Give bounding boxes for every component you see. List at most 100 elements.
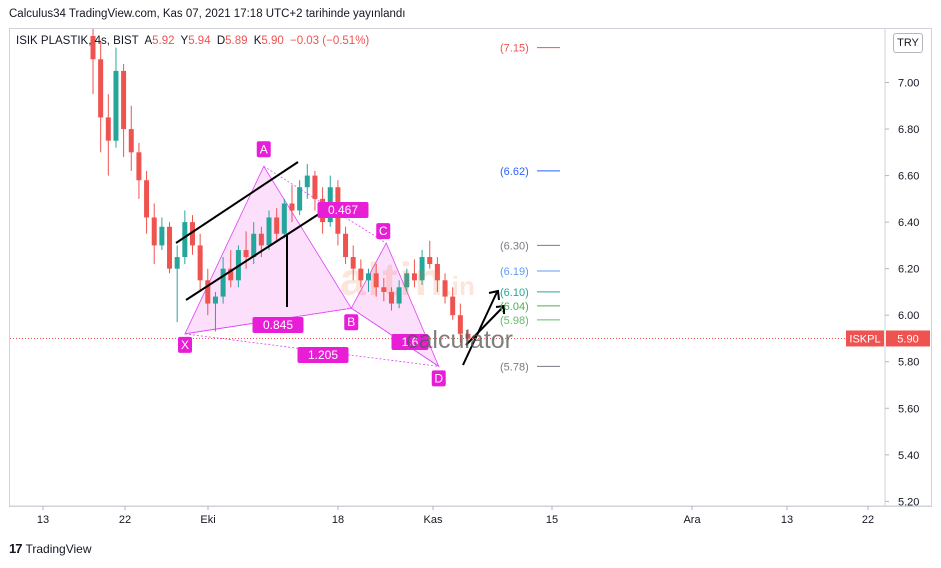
candle-body [159,226,165,246]
pattern-ratio-label-box [252,317,304,333]
x-tick-label: Kas [424,514,443,526]
pattern-point-label-box [178,336,192,353]
y-tick-label: 5.40 [898,450,919,462]
change-value: −0.03 (−0.51%) [289,35,370,47]
candle-body [98,59,104,118]
candle-body [312,175,318,199]
candle-body [266,217,272,246]
y-tick-label: 6.60 [898,171,919,183]
open-value: 5.92 [152,35,175,47]
candle-body [212,296,218,304]
candle-body [144,180,150,218]
candle-body [251,233,257,258]
pattern-point-label-box [431,370,446,387]
candle-body [358,268,364,281]
high-label: Y [180,35,189,47]
pattern-ratio-label: 0.845 [263,318,293,332]
projection-arrow [465,304,505,346]
x-tick-label: 18 [332,514,344,526]
level-label: (5.98) [500,315,529,327]
pattern-ratio-label: 0.467 [328,203,358,217]
pattern-ratio-label: 1.205 [308,348,338,362]
pattern-point-label: C [379,224,388,238]
currency-button[interactable]: TRY [893,33,923,53]
candle-body [105,117,111,141]
y-tick-label: 7.00 [898,78,919,90]
candle-body [373,273,379,288]
candle-body [450,296,456,316]
candle-body [350,257,356,269]
x-tick-label: 22 [862,514,874,526]
level-label: (6.62) [500,166,529,178]
symbol-price-tag: ISKPL [849,333,880,345]
xab-triangle [184,165,352,335]
pattern-point-label-box [256,141,271,158]
level-label: (6.10) [500,287,529,299]
candle-body [281,203,287,234]
y-tick-label: 6.20 [898,264,919,276]
last-price-tag: 5.90 [897,333,918,345]
candle-body [274,217,280,234]
candle-body [411,273,417,281]
pattern-ratio-label-box [297,347,349,363]
candle-body [174,257,180,269]
level-label: (5.78) [500,361,529,373]
candle-body [442,280,448,297]
candle-body [182,222,188,258]
candle-body [167,226,173,269]
candle-body [388,291,394,304]
pattern-ratio-label-box [317,202,369,218]
candle-body [343,233,349,258]
y-tick-label: 5.60 [898,403,919,415]
high-value: 5.94 [188,35,211,47]
candle-body [243,250,249,258]
close-value: 5.90 [261,35,284,47]
open-label: A [144,35,153,47]
symbol-legend: ISIK PLASTIK, 4s, BIST A5.92 Y5.94 D5.89… [16,35,372,47]
candle-body [113,70,119,141]
x-tick-label: 13 [781,514,793,526]
x-tick-label: 15 [546,514,558,526]
symbol-name[interactable]: ISIK PLASTIK, 4s, BIST [16,35,139,47]
y-tick-label: 6.80 [898,124,919,136]
y-tick-label: 6.40 [898,217,919,229]
level-label: (7.15) [500,43,529,55]
candle-body [220,268,226,297]
x-tick-label: 22 [119,514,131,526]
candle-body [90,35,96,60]
pattern-point-label: B [347,315,355,329]
low-value: 5.89 [225,35,248,47]
candle-body [304,175,310,188]
last-price-tag-box [886,330,930,347]
candle-body [419,257,425,281]
candle-body [136,152,142,181]
x-tick-label: Eki [200,514,215,526]
candle-body [465,333,471,339]
channel-upper-line [175,161,299,244]
level-label: (6.19) [500,266,529,278]
candle-body [128,129,134,153]
level-label: (6.30) [500,240,529,252]
candle-body [366,273,372,281]
close-label: K [253,35,262,47]
pattern-ratio-line [184,333,439,367]
pattern-point-label-box [376,223,391,240]
candle-body [121,70,127,130]
candle-body [396,287,402,304]
footer-brand: 17 TradingView [9,541,92,556]
symbol-price-tag-box [846,330,884,347]
candle-body [258,233,264,246]
pattern-point-label: D [434,371,443,385]
pattern-point-label: A [260,142,268,156]
channel-lower-line [185,211,323,301]
footer-brand-text: TradingView [25,541,92,556]
candle-body [381,287,387,292]
y-tick-label: 5.80 [898,357,919,369]
candle-body [189,222,195,246]
publish-info: Calculus34 TradingView.com, Kas 07, 2021… [9,8,406,20]
candle-body [434,264,440,281]
level-label: (6.04) [500,301,529,313]
candle-body [457,315,463,334]
candle-body [205,280,211,304]
